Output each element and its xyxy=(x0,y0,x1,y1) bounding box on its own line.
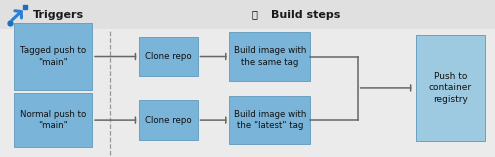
FancyBboxPatch shape xyxy=(230,96,310,144)
FancyBboxPatch shape xyxy=(139,100,198,140)
Text: Push to
container
registry: Push to container registry xyxy=(429,72,472,104)
FancyBboxPatch shape xyxy=(14,93,92,147)
Text: Clone repo: Clone repo xyxy=(145,116,192,125)
Text: 🔧: 🔧 xyxy=(252,10,258,19)
Text: Normal push to
"main": Normal push to "main" xyxy=(20,110,86,130)
Text: Tagged push to
"main": Tagged push to "main" xyxy=(20,46,86,67)
FancyBboxPatch shape xyxy=(139,37,198,76)
FancyBboxPatch shape xyxy=(416,35,485,141)
Text: Clone repo: Clone repo xyxy=(145,52,192,61)
Text: Build steps: Build steps xyxy=(271,10,340,19)
Bar xyxy=(0,0,495,29)
Text: Build image with
the "latest" tag: Build image with the "latest" tag xyxy=(234,110,306,130)
Text: Build image with
the same tag: Build image with the same tag xyxy=(234,46,306,67)
Text: Triggers: Triggers xyxy=(33,10,84,19)
FancyBboxPatch shape xyxy=(14,23,92,90)
FancyBboxPatch shape xyxy=(230,32,310,81)
